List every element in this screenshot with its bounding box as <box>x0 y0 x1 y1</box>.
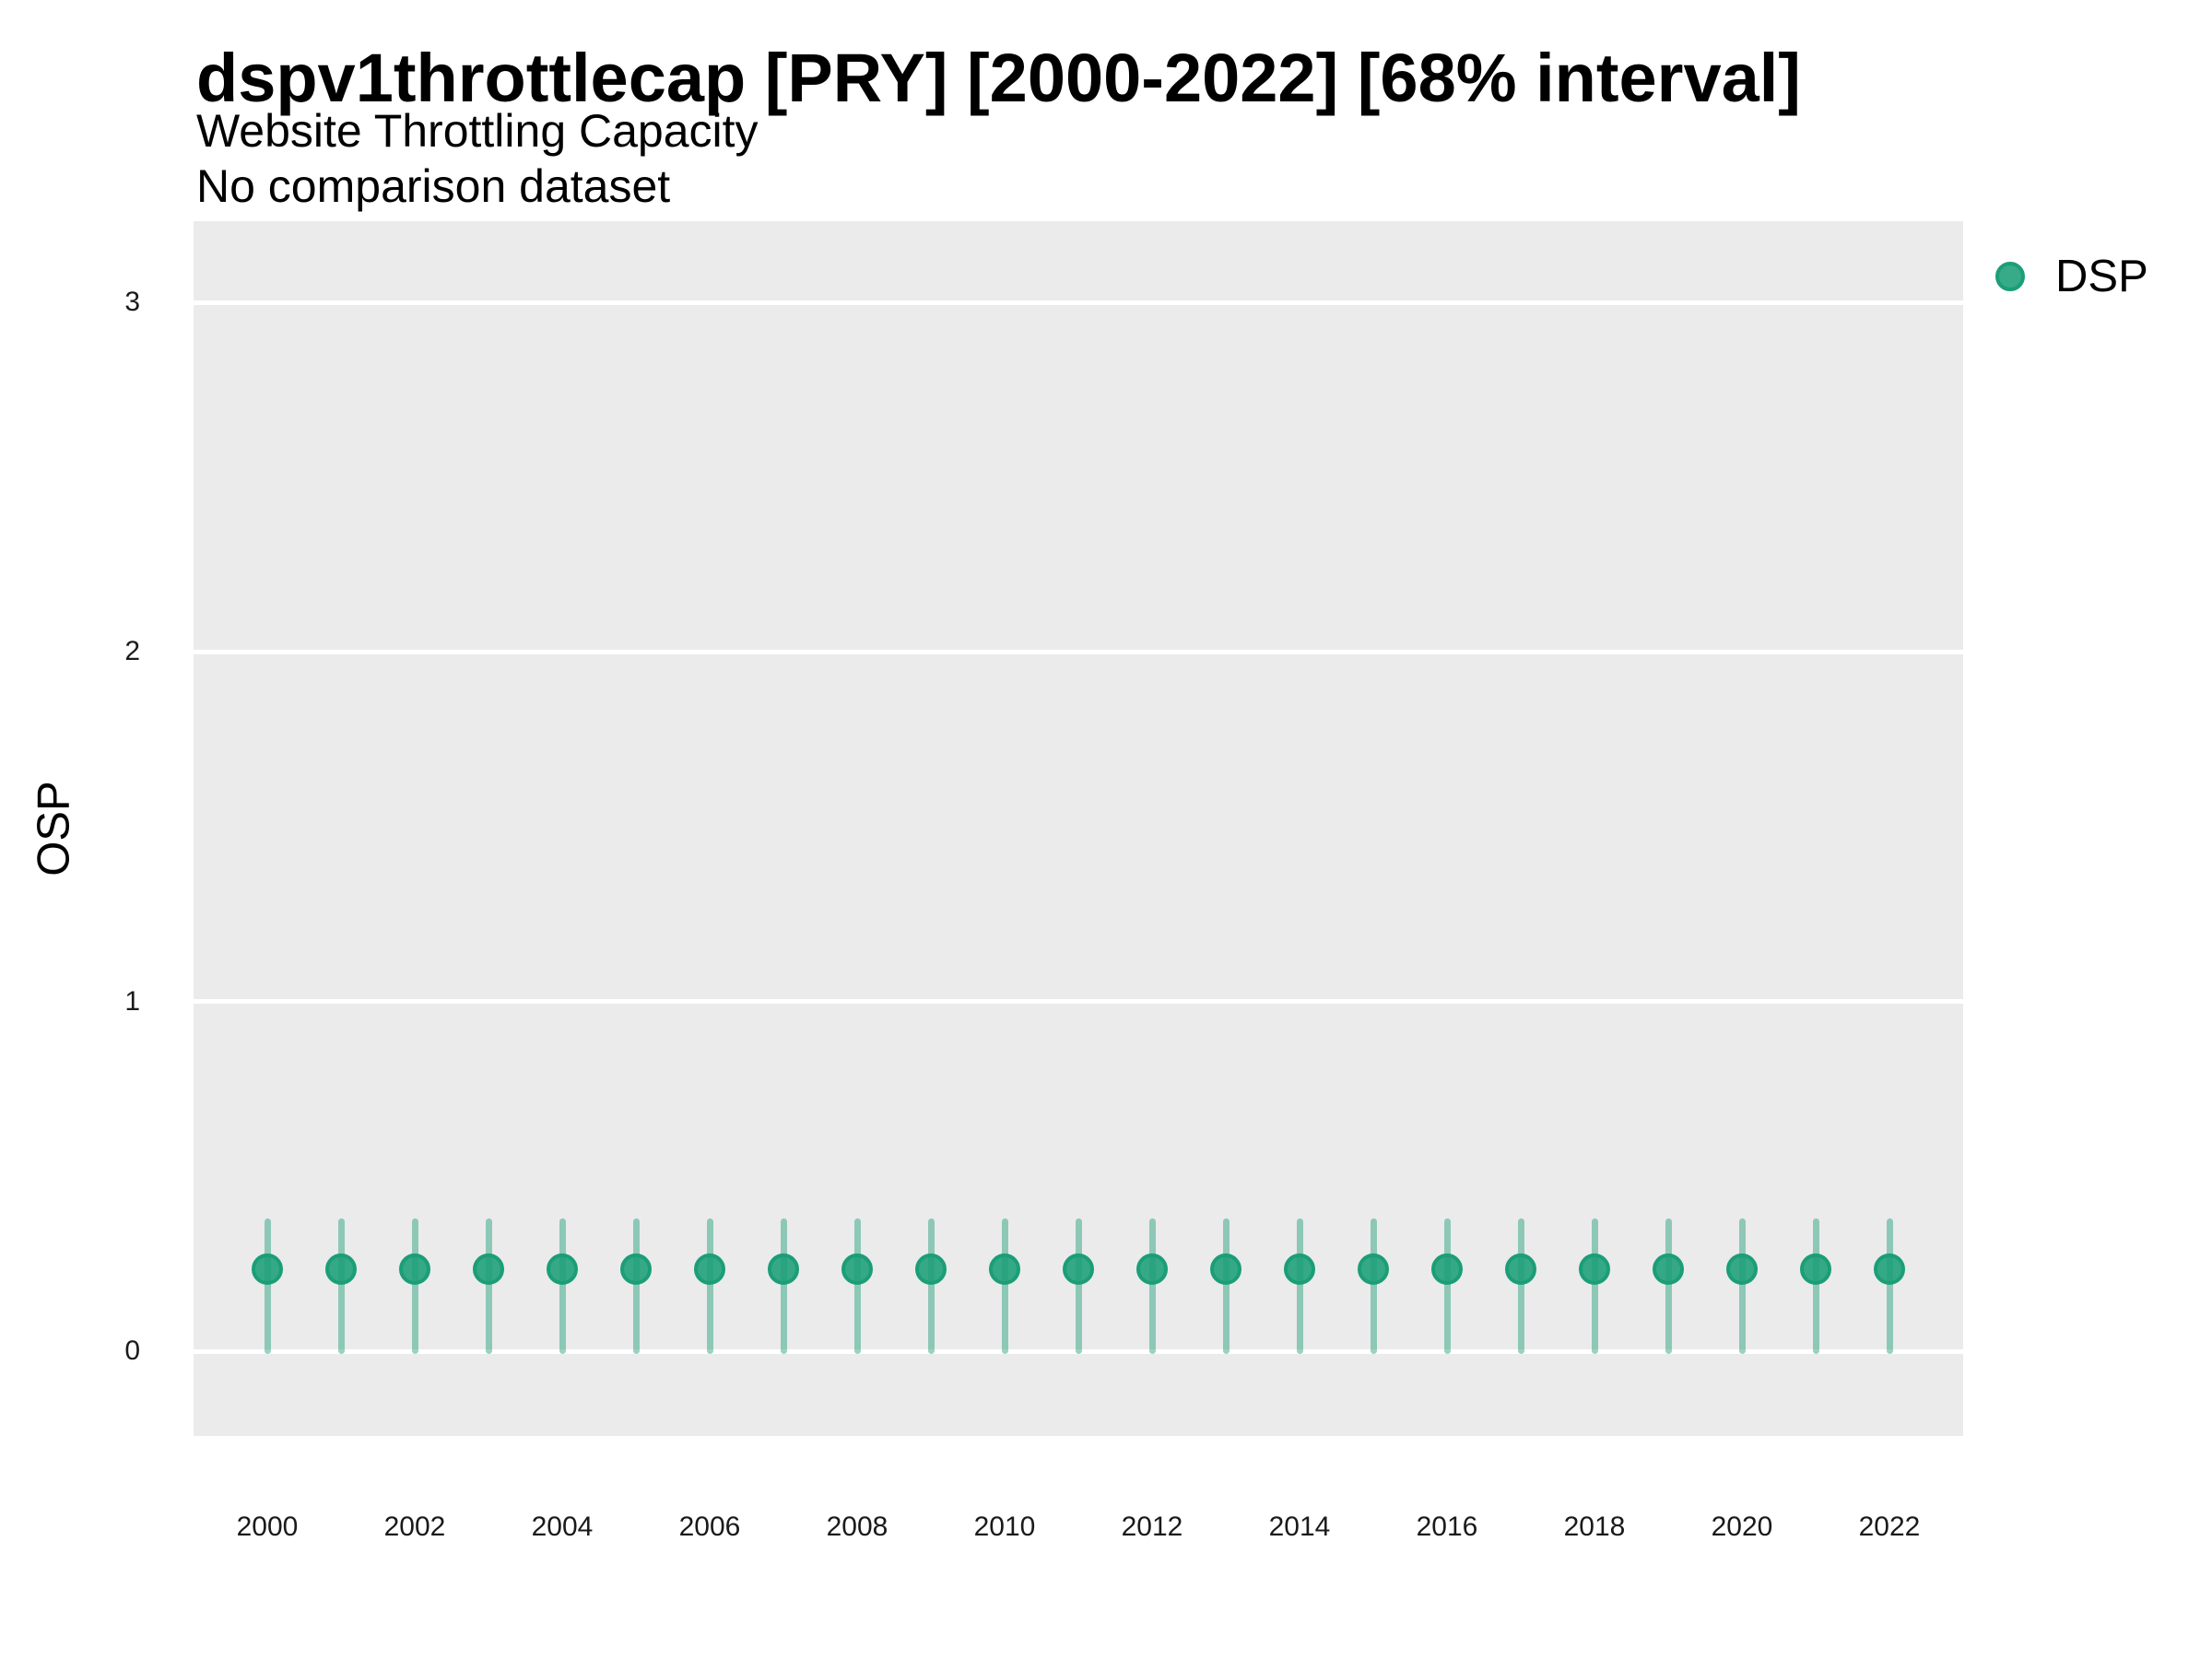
interval-bar-2022 <box>1886 1218 1893 1354</box>
x-tick-label-2010: 2010 <box>973 1512 1036 1542</box>
y-tick-label-0: 0 <box>124 1335 140 1366</box>
point-marker-2001 <box>325 1253 357 1285</box>
point-marker-2016 <box>1431 1253 1463 1285</box>
point-marker-2019 <box>1653 1253 1684 1285</box>
point-marker-2021 <box>1800 1253 1831 1285</box>
interval-bar-2004 <box>559 1218 566 1354</box>
point-marker-2022 <box>1874 1253 1905 1285</box>
gridline-y-0 <box>194 1348 1963 1354</box>
x-tick-label-2018: 2018 <box>1563 1512 1626 1542</box>
point-marker-2014 <box>1284 1253 1315 1285</box>
x-tick-label-2012: 2012 <box>1121 1512 1183 1542</box>
legend-label: DSP <box>2055 252 2148 301</box>
point-marker-2020 <box>1726 1253 1758 1285</box>
interval-bar-2020 <box>1738 1218 1746 1354</box>
interval-bar-2005 <box>632 1218 640 1354</box>
interval-bar-2017 <box>1517 1218 1524 1354</box>
interval-bar-2008 <box>853 1218 861 1354</box>
point-marker-2004 <box>547 1253 578 1285</box>
interval-bar-2016 <box>1443 1218 1451 1354</box>
point-marker-2002 <box>399 1253 430 1285</box>
x-tick-label-2014: 2014 <box>1268 1512 1331 1542</box>
interval-bar-2006 <box>706 1218 713 1354</box>
x-tick-label-2002: 2002 <box>383 1512 446 1542</box>
x-tick-label-2006: 2006 <box>678 1512 741 1542</box>
interval-bar-2010 <box>1001 1218 1008 1354</box>
x-tick-label-2022: 2022 <box>1858 1512 1921 1542</box>
x-tick-label-2020: 2020 <box>1711 1512 1773 1542</box>
point-marker-2012 <box>1136 1253 1168 1285</box>
point-marker-2013 <box>1210 1253 1241 1285</box>
point-marker-2009 <box>915 1253 947 1285</box>
interval-bar-2019 <box>1665 1218 1672 1354</box>
x-tick-label-2016: 2016 <box>1416 1512 1478 1542</box>
point-marker-2015 <box>1358 1253 1389 1285</box>
y-axis-title: OSP <box>29 781 79 877</box>
point-marker-2006 <box>694 1253 725 1285</box>
interval-bar-2002 <box>411 1218 418 1354</box>
interval-bar-2009 <box>927 1218 935 1354</box>
chart-subtitle: Website Throttling Capacity <box>196 105 759 157</box>
interval-bar-2021 <box>1812 1218 1819 1354</box>
point-marker-2000 <box>252 1253 283 1285</box>
interval-bar-2007 <box>780 1218 787 1354</box>
x-tick-label-2004: 2004 <box>531 1512 594 1542</box>
point-marker-2007 <box>768 1253 799 1285</box>
gridline-y-1 <box>194 999 1963 1005</box>
chart-note: No comparison dataset <box>196 160 671 212</box>
interval-bar-2000 <box>264 1218 271 1354</box>
interval-bar-2014 <box>1296 1218 1303 1354</box>
point-marker-2010 <box>989 1253 1020 1285</box>
plot-panel <box>194 221 1963 1436</box>
gridline-y-2 <box>194 649 1963 654</box>
chart-title: dspv1throttlecap [PRY] [2000-2022] [68% … <box>196 40 1801 116</box>
point-marker-2008 <box>841 1253 873 1285</box>
y-tick-label-1: 1 <box>124 985 140 1017</box>
point-marker-2018 <box>1579 1253 1610 1285</box>
x-tick-label-2008: 2008 <box>826 1512 888 1542</box>
y-tick-label-3: 3 <box>124 287 140 318</box>
point-marker-2003 <box>473 1253 504 1285</box>
interval-bar-2015 <box>1370 1218 1377 1354</box>
interval-bar-2012 <box>1148 1218 1156 1354</box>
interval-bar-2018 <box>1591 1218 1598 1354</box>
interval-bar-2003 <box>485 1218 492 1354</box>
point-marker-2017 <box>1505 1253 1536 1285</box>
point-marker-2011 <box>1063 1253 1094 1285</box>
x-tick-label-2000: 2000 <box>236 1512 299 1542</box>
legend-marker-circle-icon <box>1995 262 2025 291</box>
interval-bar-2001 <box>337 1218 345 1354</box>
interval-bar-2013 <box>1222 1218 1230 1354</box>
point-marker-2005 <box>620 1253 652 1285</box>
y-tick-label-2: 2 <box>124 636 140 667</box>
gridline-y-3 <box>194 300 1963 305</box>
interval-bar-2011 <box>1075 1218 1082 1354</box>
